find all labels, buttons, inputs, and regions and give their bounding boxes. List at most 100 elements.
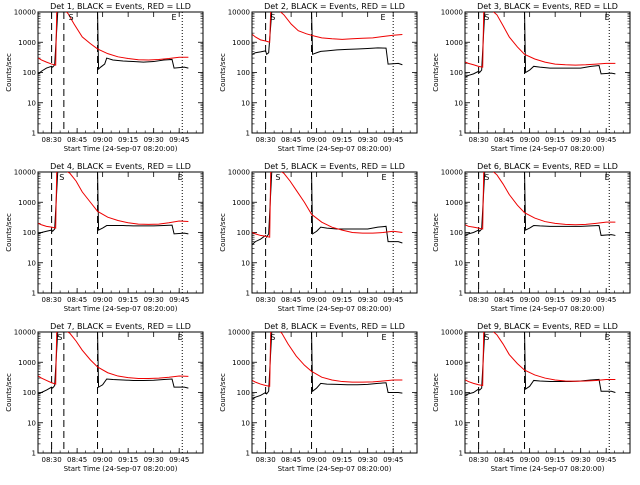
series-group (465, 332, 616, 396)
x-tick-label: 09:00 (93, 136, 113, 144)
y-tick-label: 10000 (228, 169, 250, 177)
y-tick-label: 10000 (14, 169, 36, 177)
detector-panel-5: Det 5, BLACK = Events, RED = LLD 1 10 100 10… (219, 162, 418, 313)
series-line-red (252, 12, 403, 43)
marker-annotation: S (57, 333, 62, 342)
x-axis-label: Start Time (24-Sep-07 08:20:00) (278, 305, 392, 313)
y-axis-label: Counts/sec (219, 373, 227, 412)
y-tick-label: 10 (27, 99, 36, 107)
x-tick-label: 08:45 (67, 456, 87, 464)
series-line-black (38, 332, 189, 395)
y-axis-label: Counts/sec (432, 53, 440, 92)
y-tick-label: 1 (246, 290, 250, 298)
y-tick-label: 100 (237, 389, 250, 397)
y-tick-label: 100 (450, 229, 463, 237)
marker-annotation: E (381, 173, 386, 182)
y-axis-label: Counts/sec (5, 373, 13, 412)
x-tick-label: 09:00 (307, 296, 327, 304)
x-tick-label: 09:00 (520, 296, 540, 304)
series-line-red (38, 172, 189, 229)
y-tick-label: 1000 (232, 199, 250, 207)
y-tick-label: 1000 (232, 39, 250, 47)
y-tick-label: 10 (241, 259, 250, 267)
y-tick-label: 1 (32, 450, 36, 458)
y-tick-label: 1000 (232, 359, 250, 367)
series-line-red (465, 12, 616, 68)
x-tick-label: 09:45 (169, 456, 189, 464)
series-line-black (252, 12, 403, 66)
plot-frame (251, 11, 418, 134)
x-tick-label: 09:15 (118, 296, 138, 304)
x-tick-label: 08:30 (256, 456, 276, 464)
detector-panel-1: Det 1, BLACK = Events, RED = LLD 1 10 100 10… (5, 2, 204, 153)
y-tick-label: 10000 (441, 9, 463, 17)
x-tick-label: 08:30 (469, 136, 489, 144)
x-tick-label: 09:45 (596, 456, 616, 464)
marker-annotation: S (484, 333, 489, 342)
x-tick-label: 09:00 (93, 456, 113, 464)
marker-annotation: E (605, 173, 610, 182)
y-tick-label: 1000 (445, 39, 463, 47)
series-line-black (252, 332, 403, 400)
detector-panel-2: Det 2, BLACK = Events, RED = LLD 1 10 100 10… (219, 2, 418, 153)
x-tick-label: 08:30 (42, 296, 62, 304)
y-tick-label: 100 (450, 389, 463, 397)
x-axis-label: Start Time (24-Sep-07 08:20:00) (64, 145, 178, 153)
x-tick-label: 09:45 (383, 296, 403, 304)
marker-annotation: S (270, 333, 275, 342)
y-tick-label: 10000 (228, 329, 250, 337)
y-tick-label: 100 (23, 389, 36, 397)
x-tick-label: 09:00 (520, 456, 540, 464)
x-tick-label: 09:00 (307, 136, 327, 144)
plot-frame (464, 171, 631, 294)
panel-title: Det 3, BLACK = Events, RED = LLD (477, 2, 618, 11)
series-line-red (252, 172, 403, 238)
plot-frame (37, 171, 204, 294)
y-axis-label: Counts/sec (219, 53, 227, 92)
series-line-red (38, 332, 189, 385)
detector-panel-9: Det 9, BLACK = Events, RED = LLD 1 10 100 10… (432, 322, 631, 473)
x-tick-label: 09:15 (332, 296, 352, 304)
x-tick-label: 09:30 (571, 456, 591, 464)
panel-title: Det 2, BLACK = Events, RED = LLD (264, 2, 405, 11)
series-group (252, 12, 403, 66)
series-line-red (252, 332, 403, 387)
x-tick-label: 09:00 (307, 456, 327, 464)
y-tick-label: 1 (246, 130, 250, 138)
marker-annotation: E (172, 13, 177, 22)
x-tick-label: 08:30 (469, 296, 489, 304)
x-tick-label: 09:15 (545, 136, 565, 144)
marker-annotation: E (178, 173, 183, 182)
y-tick-label: 10 (241, 99, 250, 107)
y-tick-label: 1000 (18, 39, 36, 47)
plot-frame (37, 11, 204, 134)
y-tick-label: 100 (23, 229, 36, 237)
marker-annotation: E (178, 333, 183, 342)
y-tick-label: 100 (23, 69, 36, 77)
marker-annotation: E (605, 333, 610, 342)
y-tick-label: 100 (450, 69, 463, 77)
series-line-black (465, 12, 616, 78)
x-tick-label: 09:30 (358, 296, 378, 304)
x-tick-label: 08:45 (281, 136, 301, 144)
marker-annotation: S (68, 13, 73, 22)
series-group (38, 12, 189, 75)
plot-frame (464, 331, 631, 454)
y-tick-label: 10 (454, 99, 463, 107)
y-tick-label: 10000 (441, 169, 463, 177)
x-tick-label: 09:30 (144, 296, 164, 304)
y-axis-label: Counts/sec (5, 53, 13, 92)
x-tick-label: 09:00 (520, 136, 540, 144)
y-tick-label: 1 (246, 450, 250, 458)
x-tick-label: 08:30 (469, 456, 489, 464)
y-tick-label: 10 (27, 419, 36, 427)
plot-frame (251, 171, 418, 294)
x-tick-label: 08:45 (67, 136, 87, 144)
series-line-black (252, 172, 403, 245)
panel-title: Det 8, BLACK = Events, RED = LLD (264, 322, 405, 331)
x-tick-label: 08:30 (256, 136, 276, 144)
marker-annotation: S (275, 173, 280, 182)
x-tick-label: 08:45 (494, 296, 514, 304)
x-tick-label: 09:45 (169, 136, 189, 144)
